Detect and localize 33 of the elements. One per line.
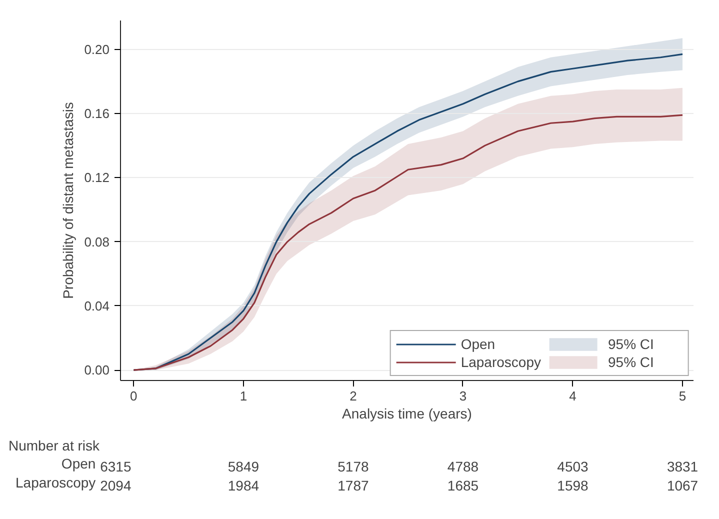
y-tick-label: 0.04 [84,298,110,314]
x-axis-title: Analysis time (years) [342,406,472,422]
annotation: 95% CI [608,336,655,352]
y-tick-label: 0.08 [84,234,110,250]
text: 6315 [100,458,132,474]
text: Laparoscopy [16,474,96,490]
text: 4503 [557,458,589,474]
text: 1984 [228,478,260,494]
legend-label: Laparoscopy [460,354,541,370]
text: Open [61,456,96,472]
text: 4788 [447,458,479,474]
text: Number at risk [8,438,101,454]
y-axis-title: Probability of distant metastasis [60,102,76,299]
x-tick-label: 4 [569,388,576,404]
y-tick-label: 0.20 [84,42,110,57]
x-tick-label: 2 [350,388,357,404]
text: 1787 [338,478,369,494]
x-tick-label: 0 [130,388,138,404]
legend-label: Open [460,336,496,352]
y-tick-label: 0.12 [84,170,110,186]
x-tick-label: 1 [240,388,248,404]
annotation: 95% CI [608,354,655,370]
text: 5849 [228,458,260,474]
text: 3831 [666,458,698,474]
x-tick-label: 3 [459,388,467,404]
y-tick-label: 0.00 [84,362,110,378]
x-tick-label: 5 [678,388,686,404]
text: 1598 [557,478,589,494]
text: 2094 [100,478,132,494]
text: 1067 [666,478,698,494]
text: 5178 [338,458,369,474]
text: 1685 [447,478,479,494]
y-tick-label: 0.16 [84,106,110,122]
